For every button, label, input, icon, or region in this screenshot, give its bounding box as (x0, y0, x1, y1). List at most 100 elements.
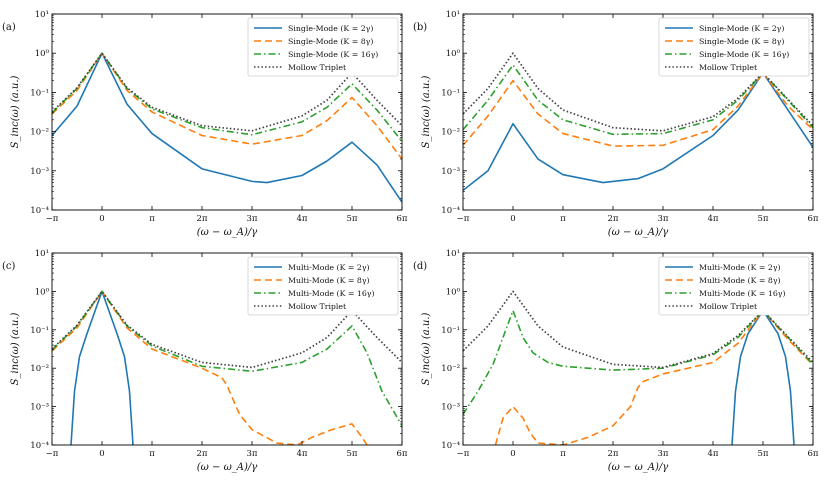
series-line-2 (52, 52, 402, 160)
x-tick-label: 5π (758, 449, 769, 459)
legend-entry: Single-Mode (K = 16γ) (288, 50, 378, 59)
y-axis-label: S_inc(ω) (a.u.) (421, 76, 432, 149)
x-tick-label: 0 (99, 214, 104, 224)
y-axis-label: S_inc(ω) (a.u.) (10, 76, 21, 149)
x-tick-label: 2π (608, 214, 619, 224)
y-tick-label: 10¹ (446, 10, 460, 20)
y-tick-label: 10⁻⁴ (441, 441, 460, 451)
series-line-3 (52, 52, 402, 142)
x-tick-label: 2π (197, 214, 208, 224)
y-tick-label: 10⁻² (441, 128, 460, 138)
legend-entry: Mollow Triplet (288, 302, 347, 311)
x-tick-label: 0 (510, 214, 515, 224)
x-tick-label: 6π (808, 449, 819, 459)
legend-entry: Mollow Triplet (699, 302, 758, 311)
series-line-2 (494, 309, 813, 445)
chart-panel-4: −π 0 π 2π 3π 4π 5π 6π 10⁻⁴ 10⁻³ 10⁻² 10⁻¹ 10⁰ 10¹ (ω −… (413, 249, 819, 473)
x-tick-label: 3π (658, 214, 669, 224)
x-tick-label: 5π (347, 214, 358, 224)
x-tick-label: π (149, 449, 155, 459)
y-tick-label: 10⁻⁴ (30, 206, 49, 216)
panel-label: (a) (2, 22, 16, 33)
legend-box (247, 256, 399, 316)
y-tick-label: 10⁻³ (30, 167, 49, 177)
x-tick-label: −π (457, 449, 470, 459)
y-tick-label: 10⁻⁴ (30, 441, 49, 451)
series-line-3 (463, 309, 813, 415)
x-tick-label: 4π (297, 449, 308, 459)
legend-entry: Multi-Mode (K = 2γ) (699, 263, 781, 272)
y-tick-label: 10⁻⁴ (441, 206, 460, 216)
x-tick-label: −π (457, 214, 470, 224)
x-axis-label: (ω − ω_A)/γ (608, 462, 668, 473)
x-axis-label: (ω − ω_A)/γ (197, 227, 257, 238)
y-tick-label: 10⁻² (441, 364, 460, 374)
axes-frame (51, 252, 403, 446)
y-axis-label: S_inc(ω) (a.u.) (421, 313, 432, 386)
y-tick-label: 10⁻¹ (30, 88, 49, 98)
series-line-2 (463, 72, 813, 147)
y-tick-label: 10¹ (35, 10, 49, 20)
y-tick-label: 10⁻¹ (441, 88, 460, 98)
series-line-4 (52, 52, 402, 132)
x-tick-label: 4π (297, 214, 308, 224)
series-line-1 (463, 72, 813, 192)
y-tick-label: 10⁰ (35, 49, 50, 59)
y-tick-label: 10⁰ (446, 49, 461, 59)
panel-label: (b) (413, 22, 427, 33)
series-line-3 (52, 290, 402, 427)
chart-panel-2: −π 0 π 2π 3π 4π 5π 6π 10⁻⁴ 10⁻³ 10⁻² 10⁻¹ 10⁰ 10¹ (ω −… (413, 10, 819, 238)
x-tick-label: 4π (708, 449, 719, 459)
y-tick-label: 10⁻³ (441, 403, 460, 413)
x-tick-label: 5π (758, 214, 769, 224)
x-tick-label: −π (46, 214, 59, 224)
axes-frame (462, 252, 814, 446)
legend-entry: Single-Mode (K = 2γ) (699, 24, 784, 33)
y-tick-label: 10⁻¹ (441, 326, 460, 336)
y-tick-label: 10⁻² (30, 364, 49, 374)
legend-entry: Multi-Mode (K = 16γ) (288, 289, 375, 298)
series-line-4 (463, 52, 813, 132)
panel-label: (d) (413, 261, 427, 272)
x-tick-label: 3π (658, 449, 669, 459)
legend-box (658, 256, 810, 316)
legend-entry: Single-Mode (K = 16γ) (699, 50, 789, 59)
x-tick-label: π (149, 214, 155, 224)
series-line-1 (731, 309, 795, 445)
y-tick-label: 10¹ (35, 249, 49, 259)
x-axis-label: (ω − ω_A)/γ (197, 462, 257, 473)
x-tick-label: 6π (808, 214, 819, 224)
legend-entry: Multi-Mode (K = 8γ) (288, 276, 370, 285)
x-tick-label: 6π (397, 449, 408, 459)
y-tick-label: 10⁰ (35, 287, 50, 297)
x-tick-label: 0 (510, 449, 515, 459)
panel-label: (c) (2, 261, 16, 272)
legend-entry: Multi-Mode (K = 2γ) (288, 263, 370, 272)
x-tick-label: 5π (347, 449, 358, 459)
x-tick-label: 3π (247, 449, 258, 459)
legend-box (658, 17, 810, 77)
x-tick-label: 6π (397, 214, 408, 224)
legend-entry: Mollow Triplet (699, 63, 758, 72)
y-tick-label: 10⁻¹ (30, 326, 49, 336)
series-line-4 (463, 290, 813, 369)
y-axis-label: S_inc(ω) (a.u.) (10, 313, 21, 386)
y-tick-label: 10⁻² (30, 128, 49, 138)
axes-frame (462, 13, 814, 211)
x-tick-label: 2π (608, 449, 619, 459)
x-tick-label: 0 (99, 449, 104, 459)
axes-frame (51, 13, 403, 211)
y-tick-label: 10⁰ (446, 287, 461, 297)
legend-entry: Multi-Mode (K = 8γ) (699, 276, 781, 285)
x-tick-label: 4π (708, 214, 719, 224)
series-line-3 (463, 64, 813, 136)
legend-entry: Single-Mode (K = 8γ) (699, 37, 784, 46)
legend-entry: Single-Mode (K = 8γ) (288, 37, 373, 46)
x-tick-label: −π (46, 449, 59, 459)
legend-entry: Mollow Triplet (288, 63, 347, 72)
y-tick-label: 10⁻³ (30, 403, 49, 413)
legend-entry: Multi-Mode (K = 16γ) (699, 289, 786, 298)
y-tick-label: 10⁻³ (441, 167, 460, 177)
x-tick-label: π (560, 449, 566, 459)
